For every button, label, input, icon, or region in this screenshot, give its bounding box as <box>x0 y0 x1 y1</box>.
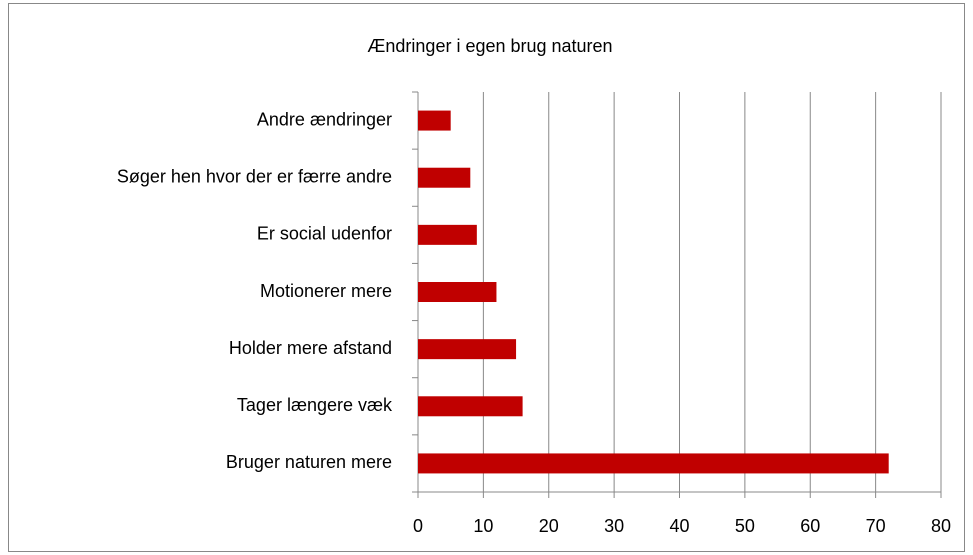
y-tick-label: Tager længere væk <box>237 395 393 415</box>
x-tick-label: 50 <box>735 516 755 536</box>
y-tick-label: Søger hen hvor der er færre andre <box>117 166 392 186</box>
x-tick-label: 70 <box>866 516 886 536</box>
x-tick-label: 0 <box>413 516 423 536</box>
y-tick-label: Holder mere afstand <box>229 338 392 358</box>
bar <box>418 396 523 417</box>
x-tick-label: 10 <box>473 516 493 536</box>
bar <box>418 282 497 302</box>
bar <box>418 339 517 360</box>
bar <box>418 453 889 474</box>
chart-title: Ændringer i egen brug naturen <box>367 36 612 56</box>
bar <box>418 224 477 245</box>
x-tick-label: 40 <box>669 516 689 536</box>
bar <box>418 167 471 188</box>
y-tick-label: Motionerer mere <box>260 281 392 301</box>
x-tick-label: 80 <box>931 516 951 536</box>
bar <box>418 110 451 131</box>
y-tick-label: Bruger naturen mere <box>226 452 392 472</box>
x-tick-label: 30 <box>604 516 624 536</box>
y-tick-label: Andre ændringer <box>257 109 392 129</box>
y-tick-label: Er social udenfor <box>257 224 392 244</box>
x-tick-label: 20 <box>539 516 559 536</box>
x-tick-label: 60 <box>800 516 820 536</box>
